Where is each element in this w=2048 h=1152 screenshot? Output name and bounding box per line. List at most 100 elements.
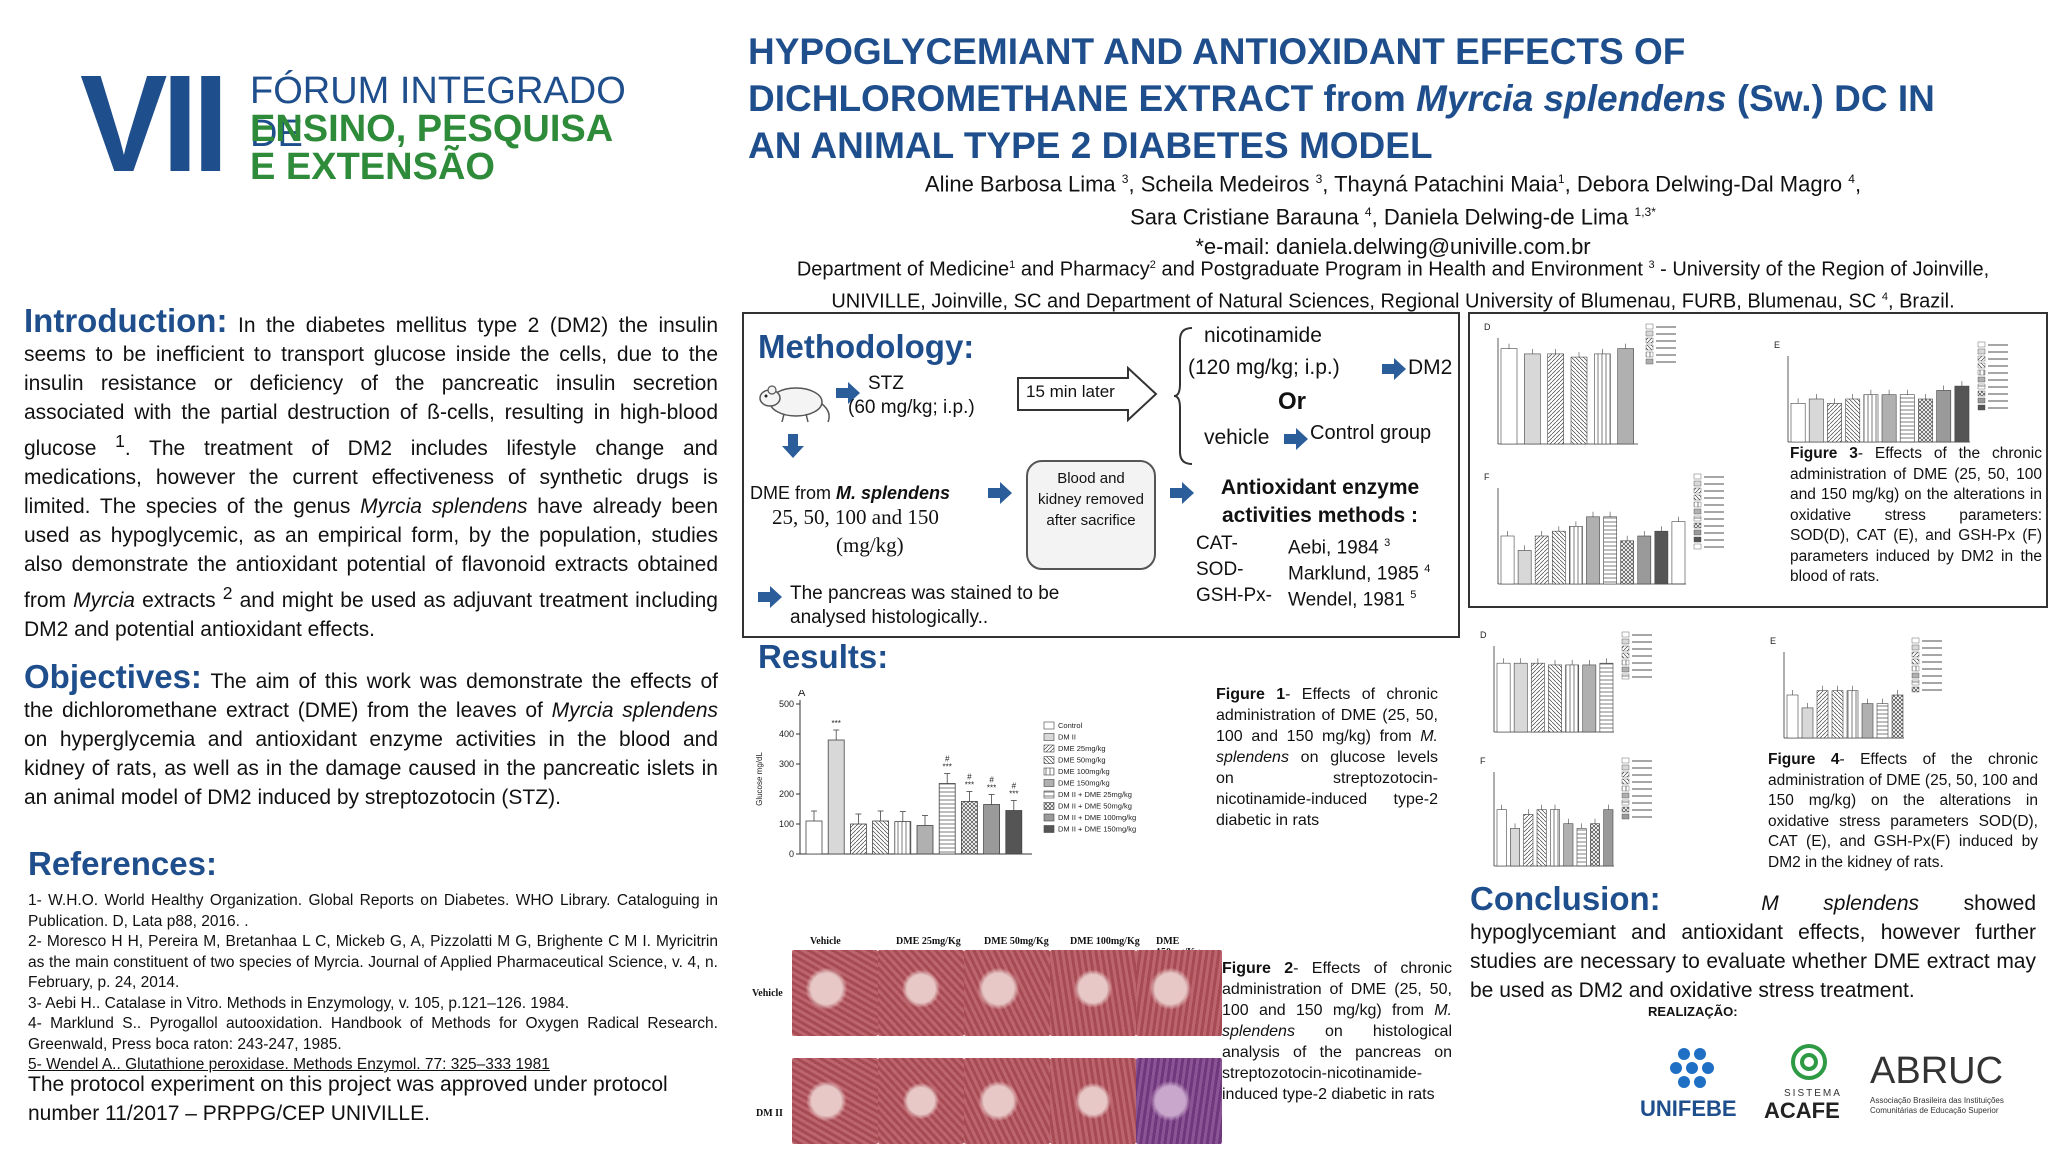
legend-swatch — [1977, 362, 1986, 369]
fig3-gsh-chart: F — [1484, 472, 1724, 585]
bar — [1500, 348, 1518, 445]
legend-swatch — [1621, 764, 1630, 771]
figure-3-text: - Effects of the chronic administration … — [1790, 445, 2042, 585]
authors-line-1: Aline Barbosa Lima 3, Scheila Medeiros 3… — [748, 165, 2038, 198]
legend-label: Control — [1058, 721, 1083, 730]
significance-label: # — [945, 755, 950, 764]
bar — [872, 820, 889, 855]
author-6-sup: 1,3* — [1634, 205, 1656, 220]
figure-2-text-2: on histological analysis of the pancreas… — [1222, 1023, 1452, 1103]
bar — [1816, 690, 1829, 739]
histology-image — [964, 950, 1050, 1036]
legend-swatch — [1645, 337, 1654, 344]
significance-label: # — [967, 773, 972, 782]
author-3: , Thayná Patachini Maia — [1322, 171, 1558, 197]
stz-dose: (60 mg/kg; i.p.) — [848, 397, 975, 418]
author-1-sup: 3 — [1121, 172, 1129, 186]
dme-doses: 25, 50, 100 and 150 — [772, 505, 939, 529]
bar — [1594, 353, 1611, 445]
dme-from-label: DME from M. splendens — [750, 482, 950, 505]
reference-item: 1- W.H.O. World Healthy Organization. Gl… — [28, 892, 718, 930]
bar — [1551, 530, 1566, 585]
introduction-heading: Introduction: — [24, 302, 228, 339]
fig3-cat-chart: E — [1774, 340, 2008, 443]
legend-swatch — [1621, 771, 1630, 778]
affil-s1: 1 — [1009, 259, 1016, 271]
bar — [1881, 394, 1897, 443]
arrow-right-icon — [988, 482, 1012, 504]
arrow-right-icon — [1284, 428, 1308, 450]
legend-swatch — [1977, 404, 1986, 411]
legend-swatch — [1043, 790, 1055, 799]
legend-label: DM II + DME 150mg/kg — [1058, 825, 1136, 834]
legend-swatch — [1645, 358, 1654, 365]
legend-swatch — [1977, 390, 1986, 397]
objectives-text-2: on hyperglycemia and antioxidant enzyme … — [24, 728, 718, 809]
bar — [1603, 809, 1614, 867]
bar — [960, 801, 978, 855]
conclusion-section: Conclusion: M splendens showed hypoglyce… — [1470, 882, 2036, 1005]
legend-swatch — [1693, 529, 1702, 536]
legend-swatch — [1693, 494, 1702, 501]
legend-swatch — [1621, 652, 1630, 659]
legend-label: DM II + DME 100mg/kg — [1058, 813, 1136, 822]
bar — [983, 804, 1001, 855]
fig4-cat-chart: E — [1770, 636, 1942, 739]
author-5-sup: 4 — [1364, 205, 1372, 220]
figure-1-label: Figure 1 — [1216, 686, 1286, 703]
unifebe-text: UNIFEBE — [1640, 1096, 1737, 1121]
bar — [1899, 394, 1915, 443]
bar — [1517, 550, 1532, 585]
title-line-3: AN ANIMAL TYPE 2 DIABETES MODEL — [748, 125, 1433, 166]
pancreas-note: The pancreas was stained to be analysed … — [790, 583, 1060, 628]
logo-line-2: ENSINO, PESQUISA — [250, 108, 614, 150]
conclusion-italic: M splendens — [1716, 892, 1920, 915]
histology-figure: Vehicle DME 25mg/Kg DME 50mg/Kg DME 100m… — [752, 936, 1222, 1148]
author-5: Sara Cristiane Barauna — [1130, 204, 1359, 230]
y-tick-label: 100 — [779, 819, 794, 829]
dme-from-text: DME from — [750, 483, 837, 503]
author-1: Aline Barbosa Lima — [924, 171, 1116, 197]
bar — [1936, 390, 1952, 443]
intro-text-2: . The treatment of DM2 includes lifestyl… — [24, 437, 718, 518]
legend-swatch — [1043, 802, 1055, 810]
col-label: DME 25mg/Kg — [896, 936, 961, 947]
y-tick-label: 300 — [779, 759, 794, 769]
wait-arrow-icon — [1017, 366, 1158, 422]
histology-image — [878, 1058, 964, 1144]
rat-icon — [759, 385, 830, 423]
histology-image — [964, 1058, 1050, 1144]
legend-swatch — [1911, 672, 1920, 679]
introduction-section: Introduction: In the diabetes mellitus t… — [24, 304, 718, 644]
histology-image — [792, 1058, 878, 1144]
vehicle-label: vehicle — [1204, 426, 1270, 449]
forum-logo: VII FÓRUM INTEGRADO DE ENSINO, PESQUISA … — [80, 55, 680, 194]
histology-image — [1050, 950, 1136, 1036]
bar — [1790, 403, 1806, 443]
figure-4-label: Figure 4 — [1768, 751, 1840, 768]
bar — [1603, 516, 1617, 585]
bar — [1513, 662, 1528, 733]
bar — [1548, 664, 1562, 733]
poster-title: HYPOGLYCEMIANT AND ANTIOXIDANT EFFECTS O… — [748, 28, 2038, 169]
legend-swatch — [1977, 383, 1986, 390]
or-label: Or — [1278, 388, 1307, 415]
intro-text-5: and might be used as adjuvant treatment … — [24, 589, 718, 641]
figure-4-caption: Figure 4- Effects of the chronic adminis… — [1768, 750, 2038, 873]
nicotinamide-label: nicotinamide — [1204, 324, 1322, 347]
legend-swatch — [1621, 673, 1630, 680]
author-2-sup: 3 — [1315, 172, 1323, 186]
results-heading: Results: — [758, 638, 889, 675]
legend-swatch — [1621, 659, 1630, 666]
legend-swatch — [1621, 757, 1630, 764]
bar — [1845, 398, 1861, 443]
author-4-sup: 4 — [1848, 172, 1855, 186]
wait-label: 15 min later — [1026, 382, 1115, 401]
figure-1-caption: Figure 1- Effects of chronic administrat… — [1216, 684, 1438, 831]
legend-swatch — [1977, 341, 1986, 348]
figure-3-box: D E F Figure 3- Effects of the chronic a… — [1468, 312, 2048, 608]
bar — [916, 825, 934, 855]
legend-swatch — [1911, 686, 1920, 693]
legend-swatch — [1911, 679, 1920, 686]
bar — [1831, 690, 1844, 739]
